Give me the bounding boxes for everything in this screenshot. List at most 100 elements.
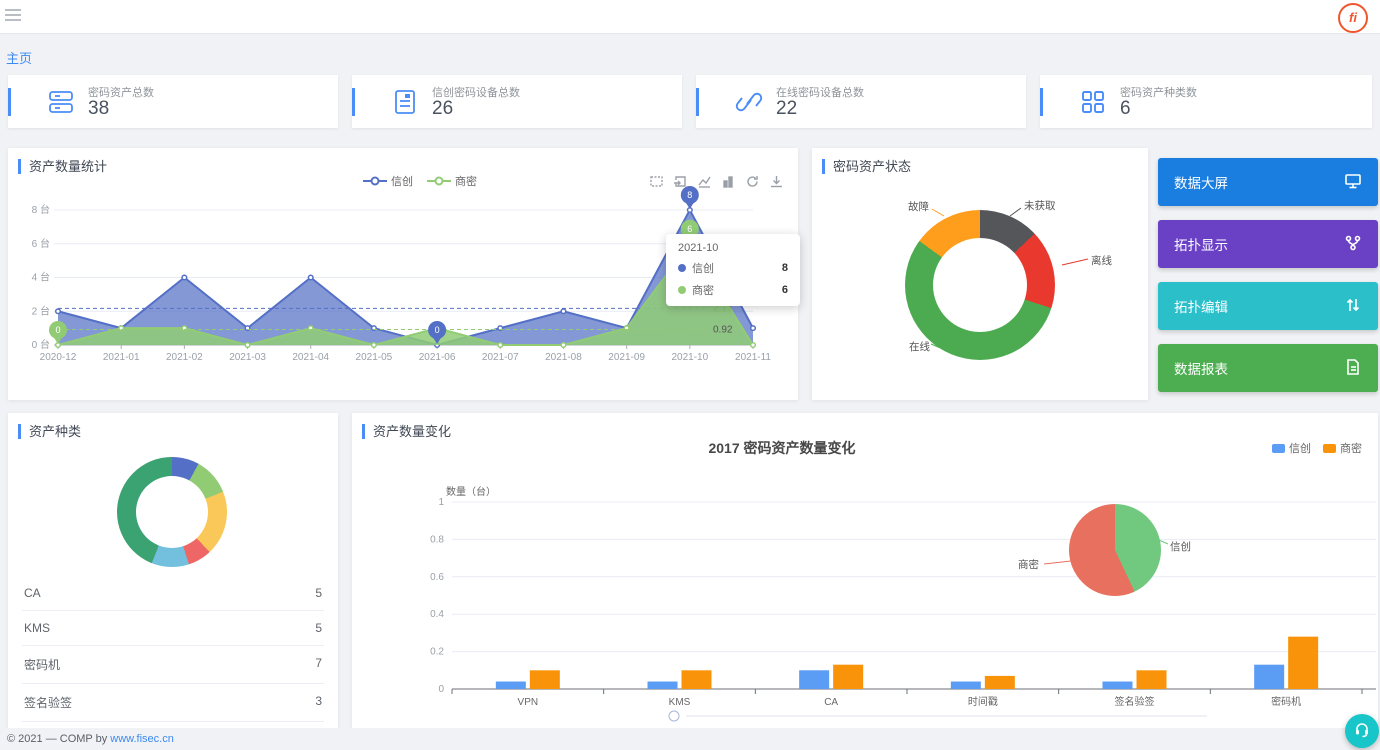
asset-type-row: 密码机 7 <box>22 646 324 684</box>
svg-text:0: 0 <box>55 325 60 335</box>
panel-title: 密码资产状态 <box>822 159 911 174</box>
donut-hole <box>933 238 1027 332</box>
zoom-reset-icon[interactable] <box>673 174 688 189</box>
svg-text:0.4: 0.4 <box>430 609 444 620</box>
status-label-online: 在线 <box>909 341 930 353</box>
stat-card-xinchuang-devices: 信创密码设备总数 26 <box>352 75 682 128</box>
legend-item-xinchuang[interactable]: 信创 <box>1272 440 1311 456</box>
help-fab-button[interactable] <box>1345 714 1379 748</box>
svg-text:2021-11: 2021-11 <box>735 352 771 363</box>
svg-text:0.8: 0.8 <box>430 534 444 545</box>
breadcrumb-home[interactable]: 主页 <box>6 51 33 66</box>
svg-text:2021-05: 2021-05 <box>356 352 393 363</box>
grid-icon <box>1078 87 1108 117</box>
fisec-link[interactable]: www.fisec.cn <box>110 733 174 745</box>
svg-text:KMS: KMS <box>669 697 691 708</box>
svg-text:8 台: 8 台 <box>32 203 50 216</box>
legend-item-shangmi[interactable]: 商密 <box>427 173 477 189</box>
stat-label: 密码资产种类数 <box>1120 87 1197 99</box>
asset-change-panel: 资产数量变化 2017 密码资产数量变化 信创 商密 数量（台） 0 0.2 0.4… <box>352 413 1378 728</box>
link-icon <box>734 87 764 117</box>
asset-type-row: CA 5 <box>22 576 324 611</box>
asset-type-list: CA5KMS5密码机7签名验签3时间戳4 <box>22 576 324 728</box>
donut-hole <box>136 476 208 548</box>
stat-value: 26 <box>432 98 454 119</box>
asset-status-donut-chart[interactable] <box>905 210 1055 360</box>
series-dot <box>678 264 686 272</box>
stat-label: 信创密码设备总数 <box>432 87 520 99</box>
asset-types-donut-chart[interactable] <box>117 457 227 567</box>
line-chart-legend: 信创 商密 <box>363 173 477 189</box>
asset-type-row: 签名验签 3 <box>22 684 324 722</box>
menu-toggle-icon[interactable] <box>5 9 21 21</box>
svg-text:2021-01: 2021-01 <box>103 352 140 363</box>
asset-count-stats-panel: 资产数量统计 信创 商密 0 台 2 台 4 台 6 台 8 台 2020-12 2021-… <box>8 148 800 400</box>
svg-text:0.2: 0.2 <box>430 647 444 658</box>
svg-text:签名验签: 签名验签 <box>1115 695 1155 708</box>
footer: © 2021 — COMP by www.fisec.cn <box>0 728 1380 750</box>
y-axis-label: 数量（台） <box>446 487 496 498</box>
legend-item-xinchuang[interactable]: 信创 <box>363 173 413 189</box>
chart-tooltip: 2021-10 信创 8 商密 6 <box>666 234 800 306</box>
svg-text:VPN: VPN <box>518 697 539 708</box>
svg-text:2021-02: 2021-02 <box>166 352 203 363</box>
svg-text:6: 6 <box>687 224 692 234</box>
tooltip-title: 2021-10 <box>678 242 719 254</box>
svg-text:2021-10: 2021-10 <box>671 352 708 363</box>
chart-toolbox <box>649 174 784 189</box>
svg-text:0.92: 0.92 <box>713 324 733 335</box>
fisec-logo: fi <box>1338 3 1368 33</box>
quick-button-data-screen[interactable]: 数据大屏 <box>1158 158 1378 206</box>
quick-button-topology-edit[interactable]: 拓扑编辑 <box>1158 282 1378 330</box>
pie-label-shangmi: 商密 <box>1018 559 1039 571</box>
report-file-icon <box>1344 358 1362 379</box>
save-image-icon[interactable] <box>769 174 784 189</box>
document-icon <box>390 87 420 117</box>
server-stack-icon <box>46 87 76 117</box>
stat-value: 22 <box>776 98 798 119</box>
svg-text:4 台: 4 台 <box>32 271 50 284</box>
legend-item-shangmi[interactable]: 商密 <box>1323 440 1362 456</box>
svg-text:8: 8 <box>687 190 692 200</box>
svg-text:0: 0 <box>438 684 444 695</box>
asset-change-bar-chart[interactable]: 0 0.2 0.4 0.6 0.8 1 VPN KMS CA 时间戳 签名验签 密码机 <box>352 413 1378 728</box>
svg-text:2021-09: 2021-09 <box>608 352 645 363</box>
copyright-text: © 2021 — COMP by www.fisec.cn <box>7 733 174 745</box>
status-label-offline: 离线 <box>1091 255 1112 267</box>
panel-title: 资产数量变化 <box>362 424 451 439</box>
svg-text:1: 1 <box>438 497 444 508</box>
asset-status-panel: 密码资产状态 故障 未获取 离线 在线 <box>812 148 1148 400</box>
marquee-zoom-icon[interactable] <box>649 174 664 189</box>
status-label-fault: 故障 <box>908 201 929 213</box>
monitor-icon <box>1344 172 1362 193</box>
swap-arrows-icon <box>1344 296 1362 317</box>
card-accent <box>696 88 699 116</box>
svg-text:0: 0 <box>435 325 440 335</box>
stat-value: 38 <box>88 98 110 119</box>
svg-text:2 台: 2 台 <box>32 304 50 317</box>
bar-chart-type-icon[interactable] <box>721 174 736 189</box>
line-chart-type-icon[interactable] <box>697 174 712 189</box>
quick-button-data-report[interactable]: 数据报表 <box>1158 344 1378 392</box>
quick-button-topology-view[interactable]: 拓扑显示 <box>1158 220 1378 268</box>
svg-text:2021-07: 2021-07 <box>482 352 519 363</box>
stat-label: 在线密码设备总数 <box>776 87 864 99</box>
svg-text:2021-06: 2021-06 <box>419 352 456 363</box>
top-bar: fi <box>0 0 1380 34</box>
card-accent <box>8 88 11 116</box>
stat-card-asset-types: 密码资产种类数 6 <box>1040 75 1372 128</box>
asset-types-panel: 资产种类 CA5KMS5密码机7签名验签3时间戳4 <box>8 413 338 728</box>
restore-icon[interactable] <box>745 174 760 189</box>
panel-title: 资产数量统计 <box>18 159 107 174</box>
stat-label: 密码资产总数 <box>88 87 154 99</box>
svg-text:2020-12: 2020-12 <box>40 352 77 363</box>
status-label-not-acquired: 未获取 <box>1024 200 1056 212</box>
svg-text:6 台: 6 台 <box>32 237 50 250</box>
stat-card-online-devices: 在线密码设备总数 22 <box>696 75 1026 128</box>
panel-title: 资产种类 <box>18 424 81 439</box>
card-accent <box>352 88 355 116</box>
svg-text:0.6: 0.6 <box>430 572 444 583</box>
topology-icon <box>1344 234 1362 255</box>
ratio-pie-chart[interactable] <box>1069 504 1161 596</box>
